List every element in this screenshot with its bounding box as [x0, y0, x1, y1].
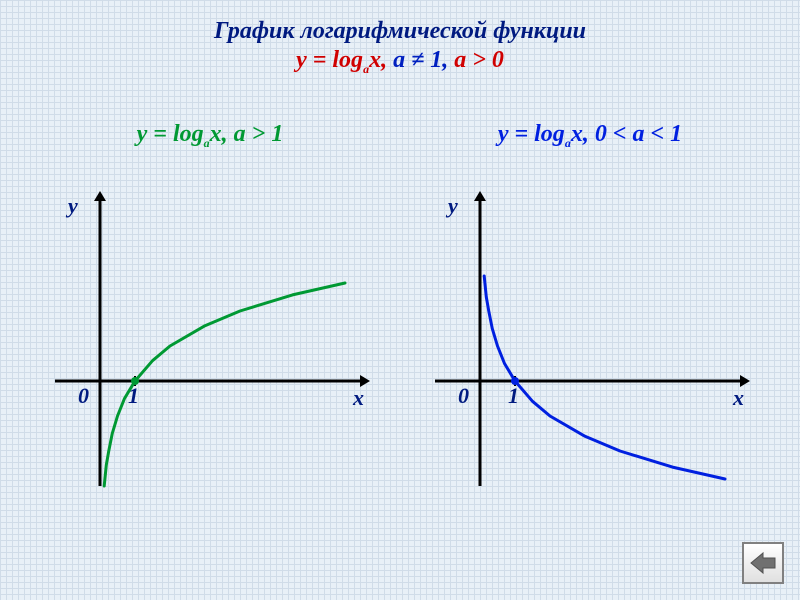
chart-left-x-label: x: [353, 385, 364, 411]
chart-right-y-label: y: [448, 193, 458, 219]
title-block: График логарифмической функции y = logax…: [0, 0, 800, 77]
chart-left-y-label: y: [68, 193, 78, 219]
chart-right-column: y = logax, 0 < a < 1 y x 0 1: [410, 119, 770, 491]
title-formula: y = logax,: [296, 47, 393, 73]
chart-right-svg: [430, 191, 750, 491]
back-button[interactable]: [742, 542, 784, 584]
chart-left-tick-1: 1: [128, 383, 139, 409]
chart-right-tick-1: 1: [508, 383, 519, 409]
title-line2: y = logax, a ≠ 1, a > 0: [0, 47, 800, 77]
back-arrow-icon: [749, 551, 777, 575]
chart-left-svg: [50, 191, 370, 491]
title-line1: График логарифмической функции: [0, 18, 800, 45]
chart-left-column: y = logax, a > 1 y x 0 1: [30, 119, 390, 491]
title-cond1: a ≠ 1,: [393, 47, 454, 73]
chart-right-title: y = logax, 0 < a < 1: [410, 119, 770, 181]
chart-right-x-label: x: [733, 385, 744, 411]
chart-right-origin-label: 0: [458, 383, 469, 409]
title-cond2: a > 0: [454, 47, 504, 73]
chart-left-plot: y x 0 1: [50, 191, 370, 491]
chart-left-origin-label: 0: [78, 383, 89, 409]
chart-right-plot: y x 0 1: [430, 191, 750, 491]
chart-left-title: y = logax, a > 1: [30, 119, 390, 181]
